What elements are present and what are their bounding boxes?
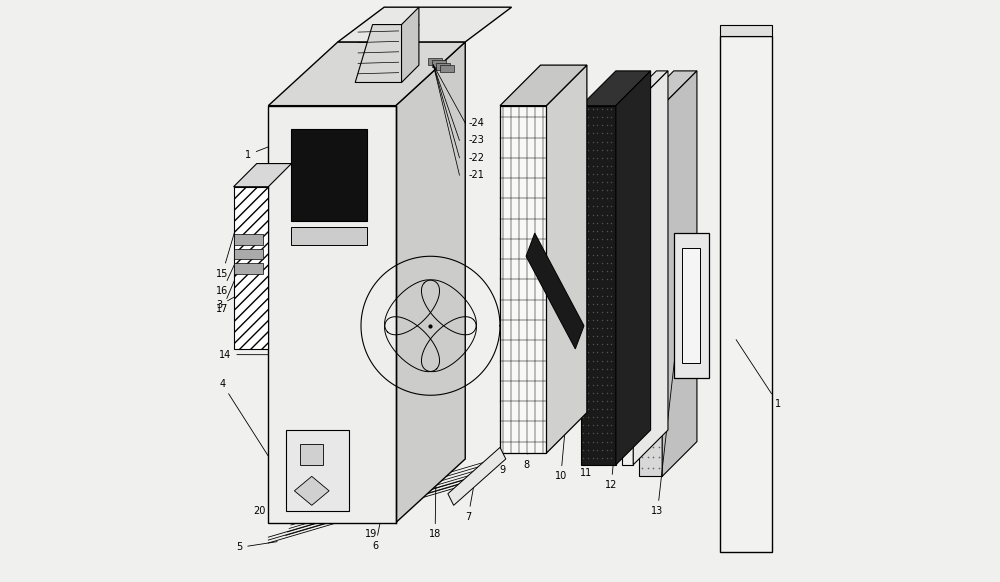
Polygon shape	[616, 71, 651, 465]
Polygon shape	[234, 234, 263, 244]
Polygon shape	[436, 63, 450, 70]
Polygon shape	[581, 106, 616, 465]
Polygon shape	[526, 233, 584, 349]
Text: 2: 2	[262, 194, 310, 253]
Polygon shape	[396, 42, 465, 523]
Polygon shape	[674, 233, 709, 378]
Text: 9: 9	[500, 126, 512, 475]
Text: 11: 11	[580, 126, 627, 478]
Polygon shape	[500, 106, 546, 453]
Polygon shape	[622, 106, 633, 465]
Text: 4: 4	[219, 378, 307, 517]
Polygon shape	[286, 430, 349, 511]
Polygon shape	[432, 61, 446, 68]
Text: 3: 3	[216, 292, 243, 310]
Text: 15: 15	[216, 218, 239, 279]
Text: -23: -23	[468, 136, 484, 146]
Text: 8: 8	[523, 294, 555, 470]
Polygon shape	[720, 36, 772, 552]
Text: 16: 16	[216, 250, 241, 296]
Polygon shape	[581, 71, 651, 106]
Text: 1: 1	[245, 136, 298, 160]
Polygon shape	[234, 164, 291, 187]
Text: 5: 5	[236, 542, 277, 552]
Polygon shape	[355, 24, 419, 83]
Polygon shape	[291, 228, 367, 244]
Text: 1: 1	[736, 340, 781, 409]
Polygon shape	[234, 263, 263, 274]
Polygon shape	[234, 187, 268, 349]
Text: 13: 13	[651, 256, 686, 516]
Polygon shape	[448, 448, 506, 505]
Text: -24: -24	[468, 118, 484, 128]
Text: 18: 18	[429, 33, 442, 539]
Polygon shape	[268, 42, 465, 106]
Polygon shape	[662, 71, 697, 476]
Polygon shape	[720, 24, 772, 36]
Polygon shape	[633, 71, 668, 465]
Polygon shape	[268, 106, 396, 523]
Polygon shape	[428, 58, 442, 65]
Polygon shape	[546, 65, 587, 453]
Text: 19: 19	[365, 51, 378, 539]
Polygon shape	[291, 129, 367, 222]
Polygon shape	[402, 7, 419, 83]
Text: 6: 6	[372, 505, 384, 551]
Text: 14: 14	[219, 350, 277, 360]
Text: 20: 20	[253, 506, 297, 516]
Polygon shape	[300, 445, 323, 465]
Polygon shape	[338, 7, 512, 42]
Polygon shape	[440, 65, 454, 72]
Polygon shape	[639, 106, 662, 476]
Text: -22: -22	[468, 153, 484, 163]
Polygon shape	[500, 65, 587, 106]
Text: 10: 10	[555, 132, 592, 481]
Polygon shape	[639, 71, 697, 106]
Text: 17: 17	[216, 265, 241, 314]
Text: 7: 7	[465, 488, 473, 522]
Polygon shape	[234, 249, 263, 259]
Text: 12: 12	[605, 114, 647, 490]
Polygon shape	[682, 247, 700, 363]
Polygon shape	[622, 71, 668, 106]
Text: -21: -21	[468, 170, 484, 180]
Polygon shape	[294, 476, 329, 505]
